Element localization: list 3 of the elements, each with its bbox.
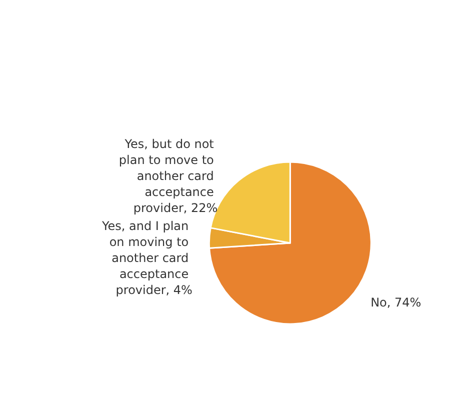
slice-label: No, 74%	[370, 296, 422, 310]
slice-label: Yes, but do not plan to move to another card acceptance provider, 22%	[118, 136, 218, 215]
slice-label: Yes, and I plan on moving to another card acceptance provider, 4%	[100, 218, 192, 297]
